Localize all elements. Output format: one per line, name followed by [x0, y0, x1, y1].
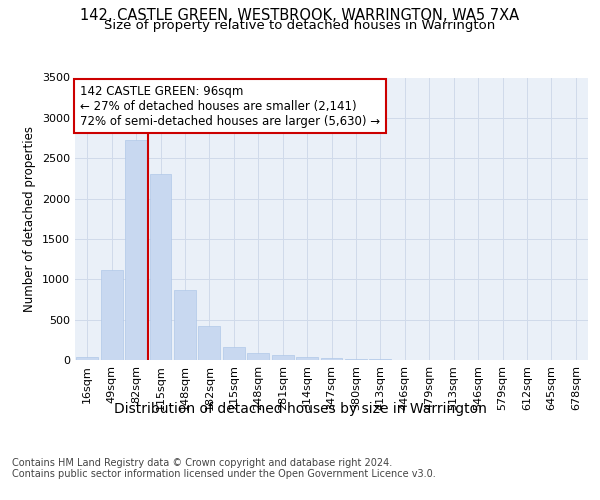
Bar — [76, 357, 98, 360]
Text: Contains HM Land Registry data © Crown copyright and database right 2024.: Contains HM Land Registry data © Crown c… — [12, 458, 392, 468]
Bar — [199, 326, 220, 360]
Bar — [296, 357, 318, 360]
Bar — [174, 290, 196, 360]
Text: Contains public sector information licensed under the Open Government Licence v3: Contains public sector information licen… — [12, 469, 436, 479]
Bar — [320, 358, 343, 360]
Y-axis label: Number of detached properties: Number of detached properties — [23, 126, 37, 312]
Text: Size of property relative to detached houses in Warrington: Size of property relative to detached ho… — [104, 18, 496, 32]
Text: Distribution of detached houses by size in Warrington: Distribution of detached houses by size … — [113, 402, 487, 416]
Bar — [345, 359, 367, 360]
Bar — [125, 140, 147, 360]
Bar — [272, 355, 293, 360]
Bar — [149, 174, 172, 360]
Bar — [247, 352, 269, 360]
Bar — [223, 347, 245, 360]
Bar — [101, 270, 122, 360]
Text: 142 CASTLE GREEN: 96sqm
← 27% of detached houses are smaller (2,141)
72% of semi: 142 CASTLE GREEN: 96sqm ← 27% of detache… — [80, 84, 380, 128]
Text: 142, CASTLE GREEN, WESTBROOK, WARRINGTON, WA5 7XA: 142, CASTLE GREEN, WESTBROOK, WARRINGTON… — [80, 8, 520, 22]
Bar — [370, 359, 391, 360]
